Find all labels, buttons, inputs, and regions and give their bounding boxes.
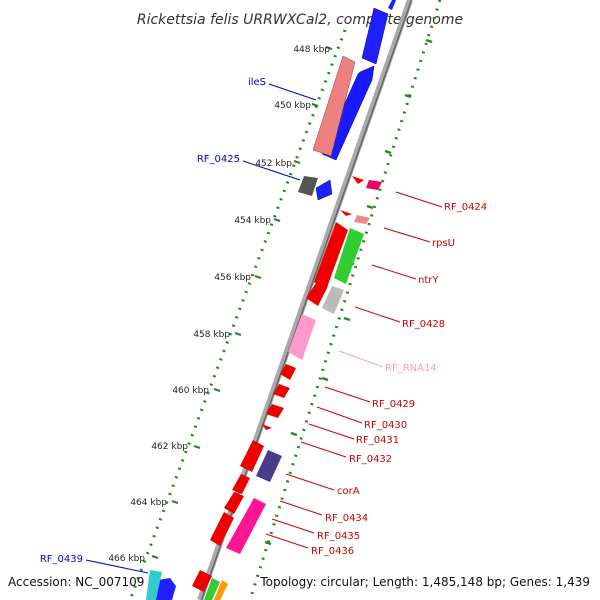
label-connector — [242, 160, 301, 181]
label-rf0434[interactable]: RF_0434 — [325, 513, 368, 524]
gene-reverse[interactable] — [192, 570, 212, 592]
tick-label: 452 kbp — [255, 159, 292, 169]
gene-rf0435[interactable] — [224, 492, 244, 514]
tick-mark — [213, 388, 221, 392]
label-connector — [395, 191, 443, 208]
tick-mark — [234, 332, 242, 336]
gene-rf-rna14[interactable] — [288, 314, 316, 360]
label-connector — [285, 473, 335, 491]
tick-label: 456 kbp — [214, 273, 251, 283]
label-rpsU[interactable]: rpsU — [432, 238, 455, 249]
left-labels: ileS RF_0425 RF_0439 — [40, 77, 317, 574]
tick-label: 454 kbp — [234, 216, 271, 226]
label-rf0431[interactable]: RF_0431 — [356, 435, 399, 446]
gene-small[interactable] — [352, 176, 364, 184]
gene-forward[interactable] — [315, 179, 333, 201]
gene-rf0429[interactable] — [280, 364, 296, 380]
tick-mark — [193, 445, 201, 449]
gc-track-left — [128, 29, 347, 600]
label-rf0432[interactable]: RF_0432 — [349, 454, 392, 465]
label-corA[interactable]: corA — [337, 486, 360, 497]
tick-label: 450 kbp — [274, 101, 311, 111]
label-rf-rna14[interactable]: RF_RNA14 — [385, 363, 437, 374]
gene-reverse[interactable] — [306, 280, 328, 306]
gene-forward[interactable] — [361, 7, 389, 65]
tick-mark — [311, 103, 319, 107]
gene-rf0424[interactable] — [366, 180, 382, 190]
label-connector — [268, 83, 317, 101]
label-connector — [265, 533, 309, 549]
label-connector — [338, 350, 384, 368]
label-rf0429[interactable]: RF_0429 — [372, 399, 415, 410]
label-rf0436[interactable]: RF_0436 — [311, 546, 354, 557]
tick-label: 464 kbp — [130, 498, 167, 508]
gene-rf0439[interactable] — [146, 570, 162, 600]
footer-accession: Accession: NC_007109 — [8, 575, 144, 589]
right-genes — [192, 176, 382, 600]
label-connector — [271, 518, 315, 534]
tick-mark — [325, 46, 333, 50]
footer-topology: Topology: circular; Length: 1,485,148 bp… — [259, 575, 590, 589]
label-rf0428[interactable]: RF_0428 — [402, 319, 445, 330]
gene-rpsU[interactable] — [354, 215, 370, 224]
right-labels: RF_0424 rpsU ntrY RF_0428 RF_RNA14 RF_04… — [265, 191, 487, 557]
gene-rf0425[interactable] — [298, 176, 318, 196]
label-connector — [324, 386, 371, 403]
tick-mark — [254, 275, 262, 279]
gene-rf0431[interactable] — [266, 404, 284, 418]
gene-iles[interactable] — [312, 55, 356, 157]
label-connector — [85, 559, 149, 574]
label-iles[interactable]: ileS — [248, 77, 266, 88]
gene-reverse[interactable] — [314, 222, 348, 290]
gene-green[interactable] — [204, 578, 220, 600]
tick-mark — [171, 500, 179, 504]
label-rf0439[interactable]: RF_0439 — [40, 554, 83, 565]
tick-label: 460 kbp — [172, 386, 209, 396]
gene-corA[interactable] — [256, 450, 282, 482]
label-rf0435[interactable]: RF_0435 — [317, 531, 360, 542]
label-connector — [308, 423, 355, 440]
label-connector — [300, 441, 347, 458]
forward-genes — [154, 0, 396, 600]
tick-label: 448 kbp — [293, 45, 330, 55]
map-title: Rickettsia felis URRWXCal2, complete gen… — [137, 12, 463, 28]
left-genes — [146, 55, 356, 600]
gene-rf0434[interactable] — [232, 474, 250, 494]
tick-label: 458 kbp — [193, 330, 230, 340]
gene-small[interactable] — [340, 210, 352, 216]
gene-rf0430[interactable] — [273, 384, 290, 398]
label-connector — [279, 500, 323, 516]
label-connector — [354, 306, 401, 323]
label-ntrY[interactable]: ntrY — [418, 275, 439, 286]
label-connector — [316, 406, 363, 424]
label-connector — [371, 264, 417, 280]
gene-rf0428[interactable] — [322, 286, 344, 314]
label-connector — [383, 227, 431, 243]
gene-forward[interactable] — [388, 0, 396, 10]
gc-track-marks — [264, 38, 433, 546]
tick-group: 448 kbp 450 kbp 452 kbp 454 kbp 456 kbp … — [108, 45, 333, 564]
label-rf0430[interactable]: RF_0430 — [364, 420, 407, 431]
tick-mark — [273, 218, 281, 222]
gene-rf0432[interactable] — [262, 424, 272, 430]
gene-rf0436[interactable] — [226, 498, 266, 554]
tick-mark — [293, 160, 301, 164]
tick-label: 466 kbp — [108, 554, 145, 564]
label-rf0424[interactable]: RF_0424 — [444, 202, 487, 213]
label-rf0425[interactable]: RF_0425 — [197, 154, 240, 165]
gene-ntrY[interactable] — [334, 228, 364, 284]
gene-reverse[interactable] — [240, 440, 264, 472]
tick-label: 462 kbp — [151, 442, 188, 452]
gene-reverse[interactable] — [210, 512, 234, 546]
tick-mark — [151, 555, 159, 559]
gene-orange[interactable] — [214, 580, 228, 600]
